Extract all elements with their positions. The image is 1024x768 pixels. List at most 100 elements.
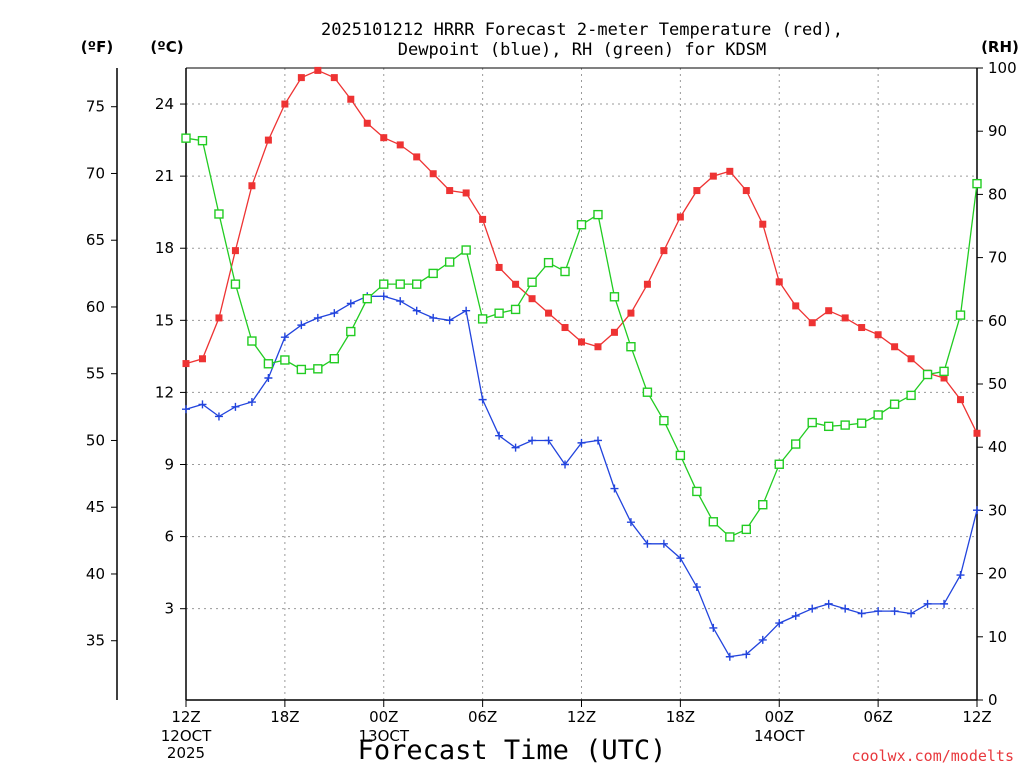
rh-point xyxy=(461,245,471,255)
dewpoint-point xyxy=(412,306,421,315)
rh-point xyxy=(576,220,587,230)
dewpoint-point xyxy=(280,333,289,342)
rh-tick-label: 100 xyxy=(988,59,1017,77)
temperature-point xyxy=(726,167,734,175)
temperature-point xyxy=(610,328,618,336)
x-tick-year-label: 2025 xyxy=(167,744,205,762)
x-tick-label: 06Z xyxy=(863,708,892,726)
rh-point xyxy=(692,486,702,497)
rh-point xyxy=(444,257,455,267)
temperature-point xyxy=(841,314,849,322)
temperature-point xyxy=(231,247,239,255)
chart-title-line1: 2025101212 HRRR Forecast 2-meter Tempera… xyxy=(321,20,843,40)
temperature-point xyxy=(215,314,223,322)
rh-point xyxy=(247,336,257,346)
rh-point xyxy=(906,390,916,401)
fahrenheit-tick-label: 45 xyxy=(86,498,105,516)
dewpoint-point xyxy=(264,373,273,382)
dewpoint-point xyxy=(478,395,487,404)
fahrenheit-tick-label: 70 xyxy=(86,164,105,182)
temperature-point xyxy=(874,331,882,339)
rh-point xyxy=(527,277,537,287)
x-tick-label: 00Z xyxy=(369,708,398,726)
rh-tick-label: 40 xyxy=(988,438,1007,456)
temperature-point xyxy=(545,309,553,317)
dewpoint-point xyxy=(841,604,850,613)
dewpoint-point xyxy=(445,316,454,325)
temperature-point xyxy=(561,324,569,332)
temperature-point xyxy=(297,74,305,82)
dewpoint-point xyxy=(923,599,932,608)
dewpoint-point xyxy=(528,436,537,445)
credit-text: coolwx.com/modelts xyxy=(851,747,1014,765)
temperature-point xyxy=(413,153,421,161)
temperature-point xyxy=(396,141,404,149)
rh-point xyxy=(362,293,372,304)
temperature-series xyxy=(182,66,981,437)
dewpoint-point xyxy=(247,398,256,407)
celsius-tick-label: 9 xyxy=(164,456,174,474)
rh-point xyxy=(791,439,801,449)
dewpoint-point xyxy=(577,438,586,447)
dewpoint-point xyxy=(692,583,701,592)
dewpoint-point xyxy=(973,506,981,515)
dewpoint-point xyxy=(593,436,602,445)
temperature-point xyxy=(676,213,684,221)
dewpoint-point xyxy=(907,609,916,618)
temperature-point xyxy=(957,396,965,404)
dewpoint-point xyxy=(313,313,322,322)
dewpoint-point xyxy=(940,599,949,608)
chart-axes: 3 6 9 12 15 18 21 24 35 40 45 50 55 60 65 70 75 0 10 20 30 40… xyxy=(86,59,1017,762)
rh-tick-label: 10 xyxy=(988,628,1007,646)
rh-point xyxy=(725,532,735,542)
rh-point xyxy=(197,135,208,146)
rh-tick-label: 20 xyxy=(988,565,1007,583)
dewpoint-point xyxy=(231,402,240,411)
temperature-point xyxy=(363,119,371,127)
rh-point xyxy=(543,257,554,268)
rh-point xyxy=(379,279,389,289)
rh-point xyxy=(280,355,290,365)
rh-tick-label: 60 xyxy=(988,312,1007,330)
rh-point xyxy=(708,517,719,527)
rh-tick-label: 0 xyxy=(988,691,998,709)
rh-point xyxy=(807,417,817,428)
temperature-point xyxy=(578,338,585,346)
dewpoint-point xyxy=(775,619,784,628)
rh-unit-label: (RH) xyxy=(981,38,1019,56)
dewpoint-point xyxy=(808,604,817,613)
fahrenheit-tick-label: 35 xyxy=(86,632,105,650)
temperature-point xyxy=(891,343,899,351)
rh-point xyxy=(313,364,323,374)
dewpoint-point xyxy=(709,623,718,632)
dewpoint-point xyxy=(758,635,767,644)
rh-tick-label: 80 xyxy=(988,185,1007,203)
rh-point xyxy=(181,133,191,143)
fahrenheit-tick-label: 40 xyxy=(86,565,105,583)
temperature-point xyxy=(512,280,520,288)
dewpoint-point xyxy=(610,484,619,493)
temperature-point xyxy=(825,307,833,315)
temperature-point xyxy=(479,215,487,223)
rh-point xyxy=(741,524,751,535)
temperature-point xyxy=(858,324,866,332)
dewpoint-point xyxy=(956,571,965,580)
rh-point xyxy=(296,364,307,375)
rh-point xyxy=(840,420,850,430)
celsius-tick-label: 12 xyxy=(155,383,174,401)
rh-point xyxy=(972,178,982,189)
temperature-point xyxy=(281,100,289,108)
rh-point xyxy=(412,279,422,289)
dewpoint-point xyxy=(742,650,751,659)
dewpoint-point xyxy=(857,609,866,618)
celsius-tick-label: 6 xyxy=(164,528,174,546)
rh-point xyxy=(560,266,570,277)
data-series xyxy=(181,66,982,661)
x-tick-label: 12Z xyxy=(962,708,991,726)
temperature-point xyxy=(742,187,750,195)
dewpoint-point xyxy=(462,306,471,315)
rh-point xyxy=(642,387,653,397)
dewpoint-point xyxy=(330,309,339,318)
temperature-point xyxy=(792,302,800,310)
rh-point xyxy=(593,209,603,220)
